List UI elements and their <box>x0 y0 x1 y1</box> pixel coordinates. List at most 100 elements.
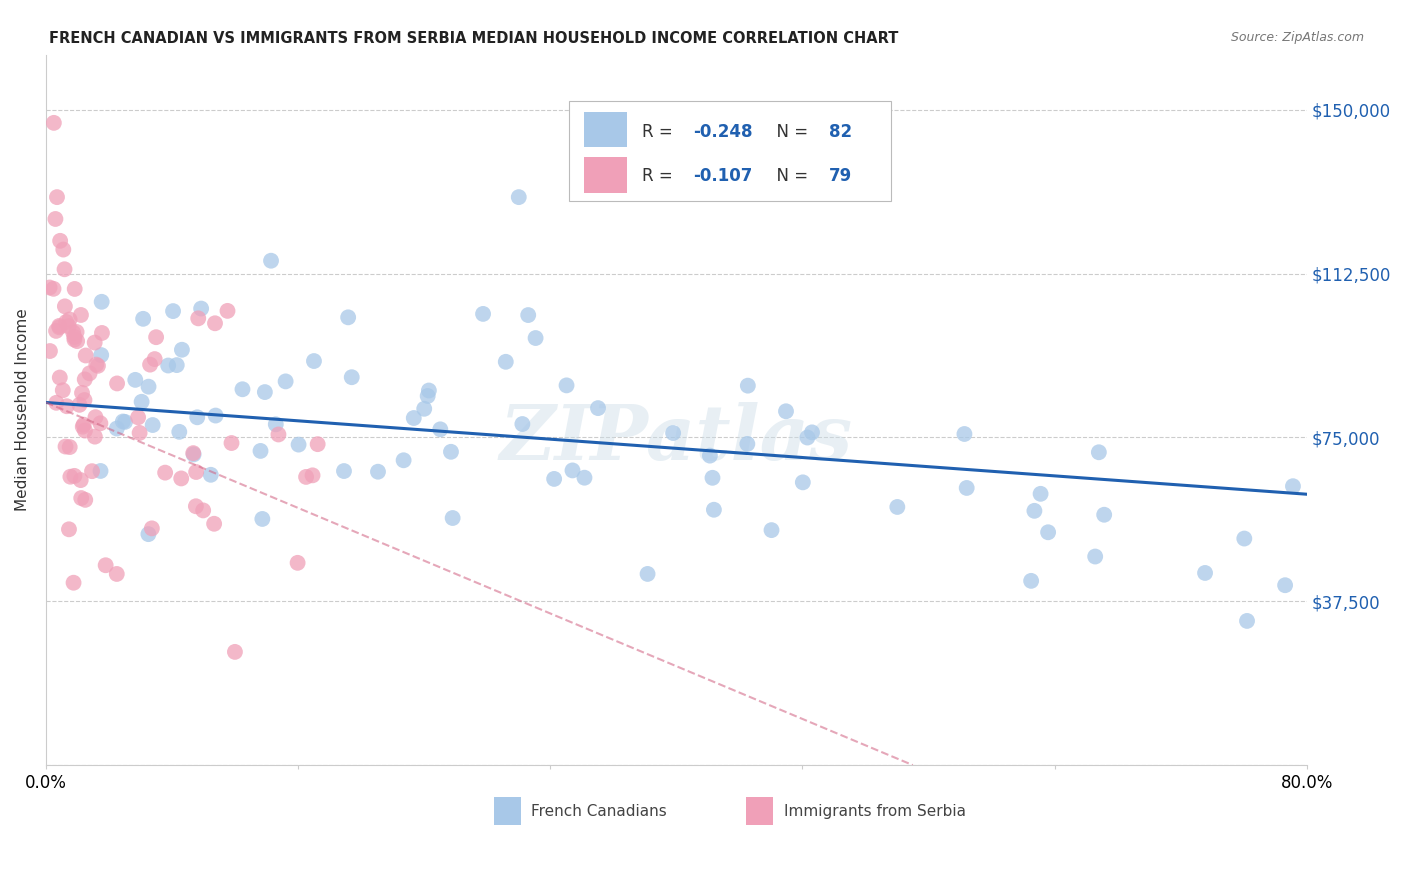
Point <box>224 645 246 659</box>
Point <box>737 437 759 451</box>
Point <box>128 425 150 440</box>
Point <box>114 415 136 429</box>
FancyBboxPatch shape <box>745 797 773 825</box>
Point <box>70 491 93 505</box>
Point <box>62 326 84 340</box>
Text: Source: ZipAtlas.com: Source: ZipAtlas.com <box>1230 31 1364 45</box>
Point <box>440 444 463 458</box>
Point <box>157 359 180 373</box>
Point <box>1024 504 1046 518</box>
Point <box>512 417 534 431</box>
Point <box>508 190 530 204</box>
Point <box>89 464 111 478</box>
Point <box>73 417 96 432</box>
Point <box>295 470 318 484</box>
Point <box>105 566 128 581</box>
Point <box>59 440 82 454</box>
Point <box>53 299 76 313</box>
Point <box>287 556 309 570</box>
Point <box>162 304 184 318</box>
Point <box>132 311 155 326</box>
Point <box>55 440 77 454</box>
Point <box>418 384 440 398</box>
Point <box>775 404 797 418</box>
Point <box>72 419 94 434</box>
Point <box>191 503 214 517</box>
Point <box>287 437 309 451</box>
Text: 82: 82 <box>830 122 852 141</box>
Point <box>703 502 725 516</box>
FancyBboxPatch shape <box>569 102 891 201</box>
Point <box>138 527 160 541</box>
Point <box>55 315 77 329</box>
Point <box>45 396 67 410</box>
Point <box>105 421 128 435</box>
Point <box>73 392 96 407</box>
Text: R =: R = <box>643 122 678 141</box>
Point <box>737 378 759 392</box>
Point <box>48 318 70 333</box>
Point <box>75 349 97 363</box>
Point <box>586 169 609 183</box>
Point <box>169 425 191 439</box>
Point <box>70 308 93 322</box>
Point <box>637 566 659 581</box>
Point <box>142 417 165 432</box>
Point <box>337 310 360 325</box>
Point <box>52 243 75 257</box>
Point <box>143 352 166 367</box>
Point <box>89 417 111 431</box>
Point <box>956 481 979 495</box>
Point <box>221 436 243 450</box>
Point <box>441 511 464 525</box>
Point <box>1236 614 1258 628</box>
Point <box>170 471 193 485</box>
Point <box>200 467 222 482</box>
Point <box>87 359 110 373</box>
Point <box>392 453 415 467</box>
FancyBboxPatch shape <box>585 112 627 147</box>
Point <box>1233 532 1256 546</box>
Point <box>574 471 596 485</box>
Text: N =: N = <box>766 168 813 186</box>
Point <box>69 473 91 487</box>
Point <box>796 431 818 445</box>
Point <box>46 190 69 204</box>
Point <box>416 389 439 403</box>
Point <box>42 116 65 130</box>
Point <box>80 464 103 478</box>
Point <box>253 385 276 400</box>
Point <box>70 385 93 400</box>
Point <box>267 427 290 442</box>
Point <box>301 468 323 483</box>
Point <box>139 358 162 372</box>
Point <box>702 471 724 485</box>
Point <box>127 410 149 425</box>
Point <box>1088 445 1111 459</box>
Point <box>217 304 239 318</box>
Point <box>367 465 389 479</box>
Point <box>252 512 274 526</box>
Point <box>181 446 204 460</box>
FancyBboxPatch shape <box>494 797 522 825</box>
Point <box>141 521 163 535</box>
Point <box>105 376 128 391</box>
Point <box>90 294 112 309</box>
Point <box>63 333 86 347</box>
Point <box>184 500 207 514</box>
Point <box>66 334 89 348</box>
Point <box>63 282 86 296</box>
Point <box>586 401 609 416</box>
Point <box>761 523 783 537</box>
Point <box>1084 549 1107 564</box>
Point <box>186 410 208 425</box>
Point <box>42 282 65 296</box>
Point <box>69 398 91 412</box>
Point <box>65 325 87 339</box>
Point <box>517 308 540 322</box>
Text: French Canadians: French Canadians <box>531 804 666 819</box>
Point <box>561 463 583 477</box>
Text: ZIPatlas: ZIPatlas <box>499 401 853 475</box>
Point <box>84 358 107 372</box>
Point <box>39 344 62 359</box>
